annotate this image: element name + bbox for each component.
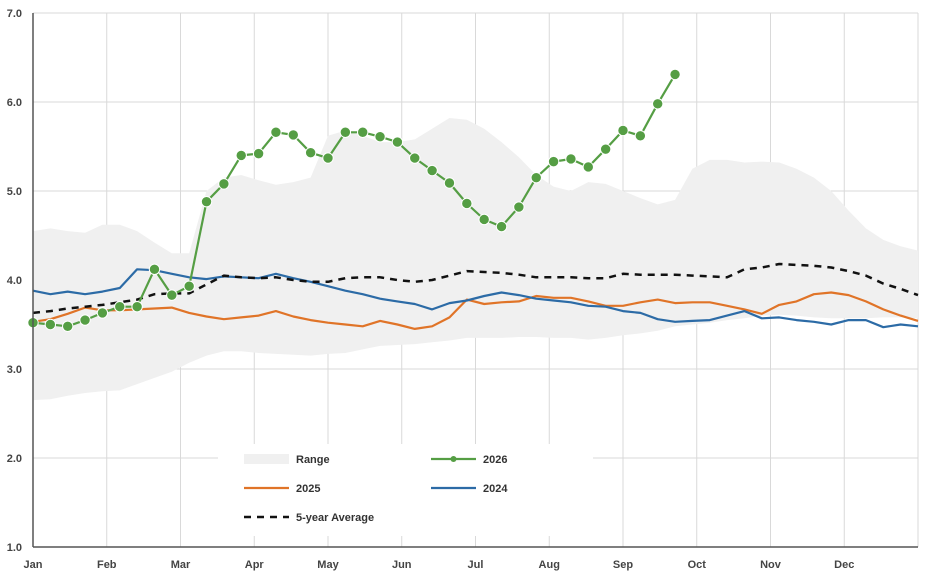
range-band [33,118,918,401]
x-tick-label: Nov [760,559,782,571]
x-tick-label: Aug [539,559,560,571]
series-point-2026 [44,318,57,331]
series-point-2026 [304,147,317,159]
series-point-2026 [617,124,629,137]
series-point-2026 [652,98,664,110]
series-point-2026 [183,280,195,292]
legend: Range 2026 2025 2024 5-year Average [218,444,593,536]
range-band-layer [33,118,918,401]
x-tick-label: Mar [171,559,191,571]
series-point-2026 [426,164,438,177]
series-point-2026 [547,155,560,168]
x-tick-label: Apr [245,559,265,571]
series-point-2026 [565,153,577,165]
series-line-2024 [32,268,919,329]
series-point-2026 [443,177,456,189]
series-point-2026 [166,289,178,301]
y-tick-label: 3.0 [7,364,22,376]
series-point-2026 [669,68,681,81]
legend-marker-2026 [450,456,457,462]
legend-swatch-range [244,454,289,464]
series-point-2026 [495,220,508,233]
x-tick-label: Jun [392,559,412,571]
legend-label-2026: 2026 [483,454,507,466]
series-point-2026 [131,301,143,313]
series-point-2026 [513,201,525,213]
x-tick-label: Jul [468,559,484,571]
legend-label-2025: 2025 [296,483,320,495]
x-tick-label: Sep [613,559,633,571]
x-tick-label: May [317,559,339,571]
series-point-2026 [62,320,74,332]
x-tick-label: Jan [24,559,43,571]
series-point-2026 [634,130,647,142]
series-point-2026 [270,126,282,138]
series-point-2026 [287,129,299,141]
series-point-2026 [599,143,612,155]
series-point-2026 [530,171,542,184]
y-tick-label: 2.0 [7,453,22,465]
series-point-2026 [322,152,334,164]
x-tick-label: Dec [834,559,854,571]
series-point-2026 [200,195,213,208]
series-point-2026 [96,307,109,319]
legend-label-5-year-average: 5-year Average [296,512,374,524]
x-tick-label: Feb [97,559,117,571]
series-line-2025 [32,291,919,330]
series-point-2026 [235,149,247,162]
series-line-5-year-average [32,262,919,315]
x-tick-label: Oct [688,559,707,571]
series-layer [27,68,919,332]
axes: 1.0 2.0 3.0 4.0 5.0 6.0 7.0 Jan Feb Mar Apr May Jun J… [7,8,918,571]
y-tick-label: 1.0 [7,542,22,554]
series-point-2026 [79,314,91,326]
legend-label-range: Range [296,454,330,466]
series-point-2026 [357,126,369,138]
y-tick-label: 5.0 [7,186,22,198]
series-point-2026 [478,213,490,226]
series-point-2026 [218,178,230,190]
series-point-2026 [374,131,386,143]
series-point-2026 [409,152,421,164]
series-point-2026 [148,263,161,276]
series-point-2026 [252,147,265,160]
y-tick-label: 7.0 [7,8,22,20]
series-point-2026 [582,161,594,173]
y-tick-label: 4.0 [7,275,22,287]
legend-label-2024: 2024 [483,483,508,495]
series-point-2026 [339,126,352,138]
y-tick-label: 6.0 [7,97,22,109]
series-point-2026 [114,301,126,313]
series-point-2026 [461,197,473,210]
series-point-2026 [391,136,404,148]
